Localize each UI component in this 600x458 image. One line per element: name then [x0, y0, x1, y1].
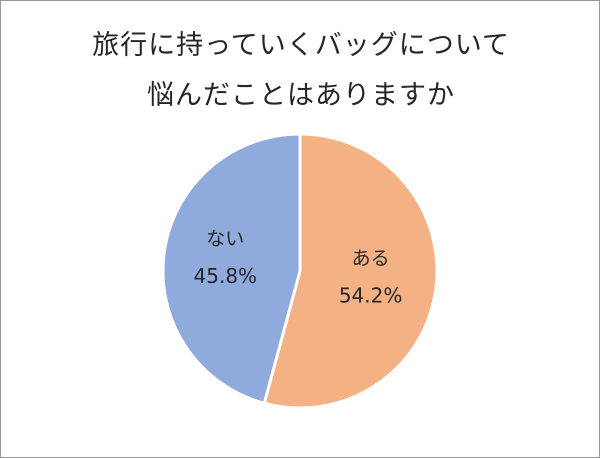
pie-slice-aru: [262, 132, 439, 410]
slice-label-aru: ある: [352, 247, 390, 269]
pie-slice-nai: [161, 132, 302, 405]
chart-title-line-1: 旅行に持っていくバッグについて: [92, 30, 510, 61]
slice-value-label-nai: 45.8%: [194, 264, 258, 288]
slice-label-nai: ない: [206, 228, 244, 250]
chart-title-line-2: 悩んだことはありますか: [147, 80, 455, 111]
slice-value-label-aru: 54.2%: [339, 283, 403, 307]
